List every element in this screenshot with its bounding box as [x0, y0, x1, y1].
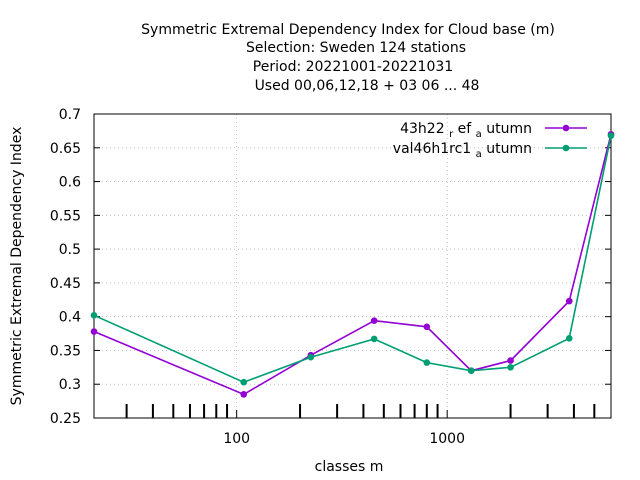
title-line-4: Used 00,06,12,18 + 03 06 ... 48: [255, 78, 480, 94]
y-tick-label: 0.55: [50, 208, 81, 224]
legend-label-series-1: 43h22 r ef a utumn: [400, 121, 532, 141]
series-1-point: [240, 391, 248, 398]
series-2-point: [307, 353, 315, 361]
series-2-point: [90, 312, 98, 319]
grid: [94, 114, 611, 418]
series-2-point: [423, 359, 431, 366]
plot-border: [93, 113, 612, 419]
series-1-point: [507, 357, 514, 364]
y-tick-label: 0.5: [59, 242, 81, 258]
x-minor-ticks: [125, 404, 596, 418]
series-1-point: [370, 317, 378, 325]
y-tick-label: 0.45: [50, 276, 81, 292]
x-axis-ticks: 100 1000: [223, 410, 465, 447]
title-line-2: Selection: Sweden 124 stations: [246, 40, 466, 56]
y-tick-label: 0.25: [50, 411, 81, 427]
y-tick-label: 0.35: [50, 343, 81, 359]
series-2-point: [507, 364, 514, 371]
title-line-3: Period: 20221001-20221031: [253, 59, 453, 75]
series-line-2: [93, 135, 612, 384]
y-tick-label: 0.65: [50, 141, 81, 157]
series-2-point: [467, 367, 475, 375]
legend-label-series-2: val46h1rc1 a utumn: [393, 141, 532, 161]
series-layer: [90, 130, 615, 398]
y-tick-label: 0.3: [59, 377, 81, 393]
title-line-1: Symmetric Extremal Dependency Index for …: [141, 22, 555, 38]
series-1-point: [90, 328, 98, 335]
x-tick-label: 1000: [429, 431, 465, 447]
y-tick-label: 0.4: [59, 310, 81, 326]
series-1-point: [565, 297, 573, 305]
x-axis-label: classes m: [315, 459, 384, 475]
chart-title: Symmetric Extremal Dependency Index for …: [141, 22, 555, 94]
y-axis-label: Symmetric Extremal Dependency Index: [9, 127, 25, 406]
series-1-point: [423, 323, 431, 331]
y-axis-ticks: 0.25 0.3 0.35 0.4 0.45 0.5 0.55 0.6 0.65 0.7: [50, 107, 611, 427]
x-tick-label: 100: [223, 431, 250, 447]
series-2-point: [607, 132, 615, 139]
y-tick-label: 0.6: [59, 175, 81, 191]
series-2-point: [240, 378, 248, 386]
series-2-point: [370, 335, 378, 343]
series-2-point: [565, 334, 573, 342]
legend: 43h22 r ef a utumn val46h1rc1 a utumn: [393, 121, 587, 161]
y-tick-label: 0.7: [59, 107, 81, 123]
legend-swatch-point: [562, 144, 570, 152]
legend-swatch-point: [562, 124, 570, 132]
